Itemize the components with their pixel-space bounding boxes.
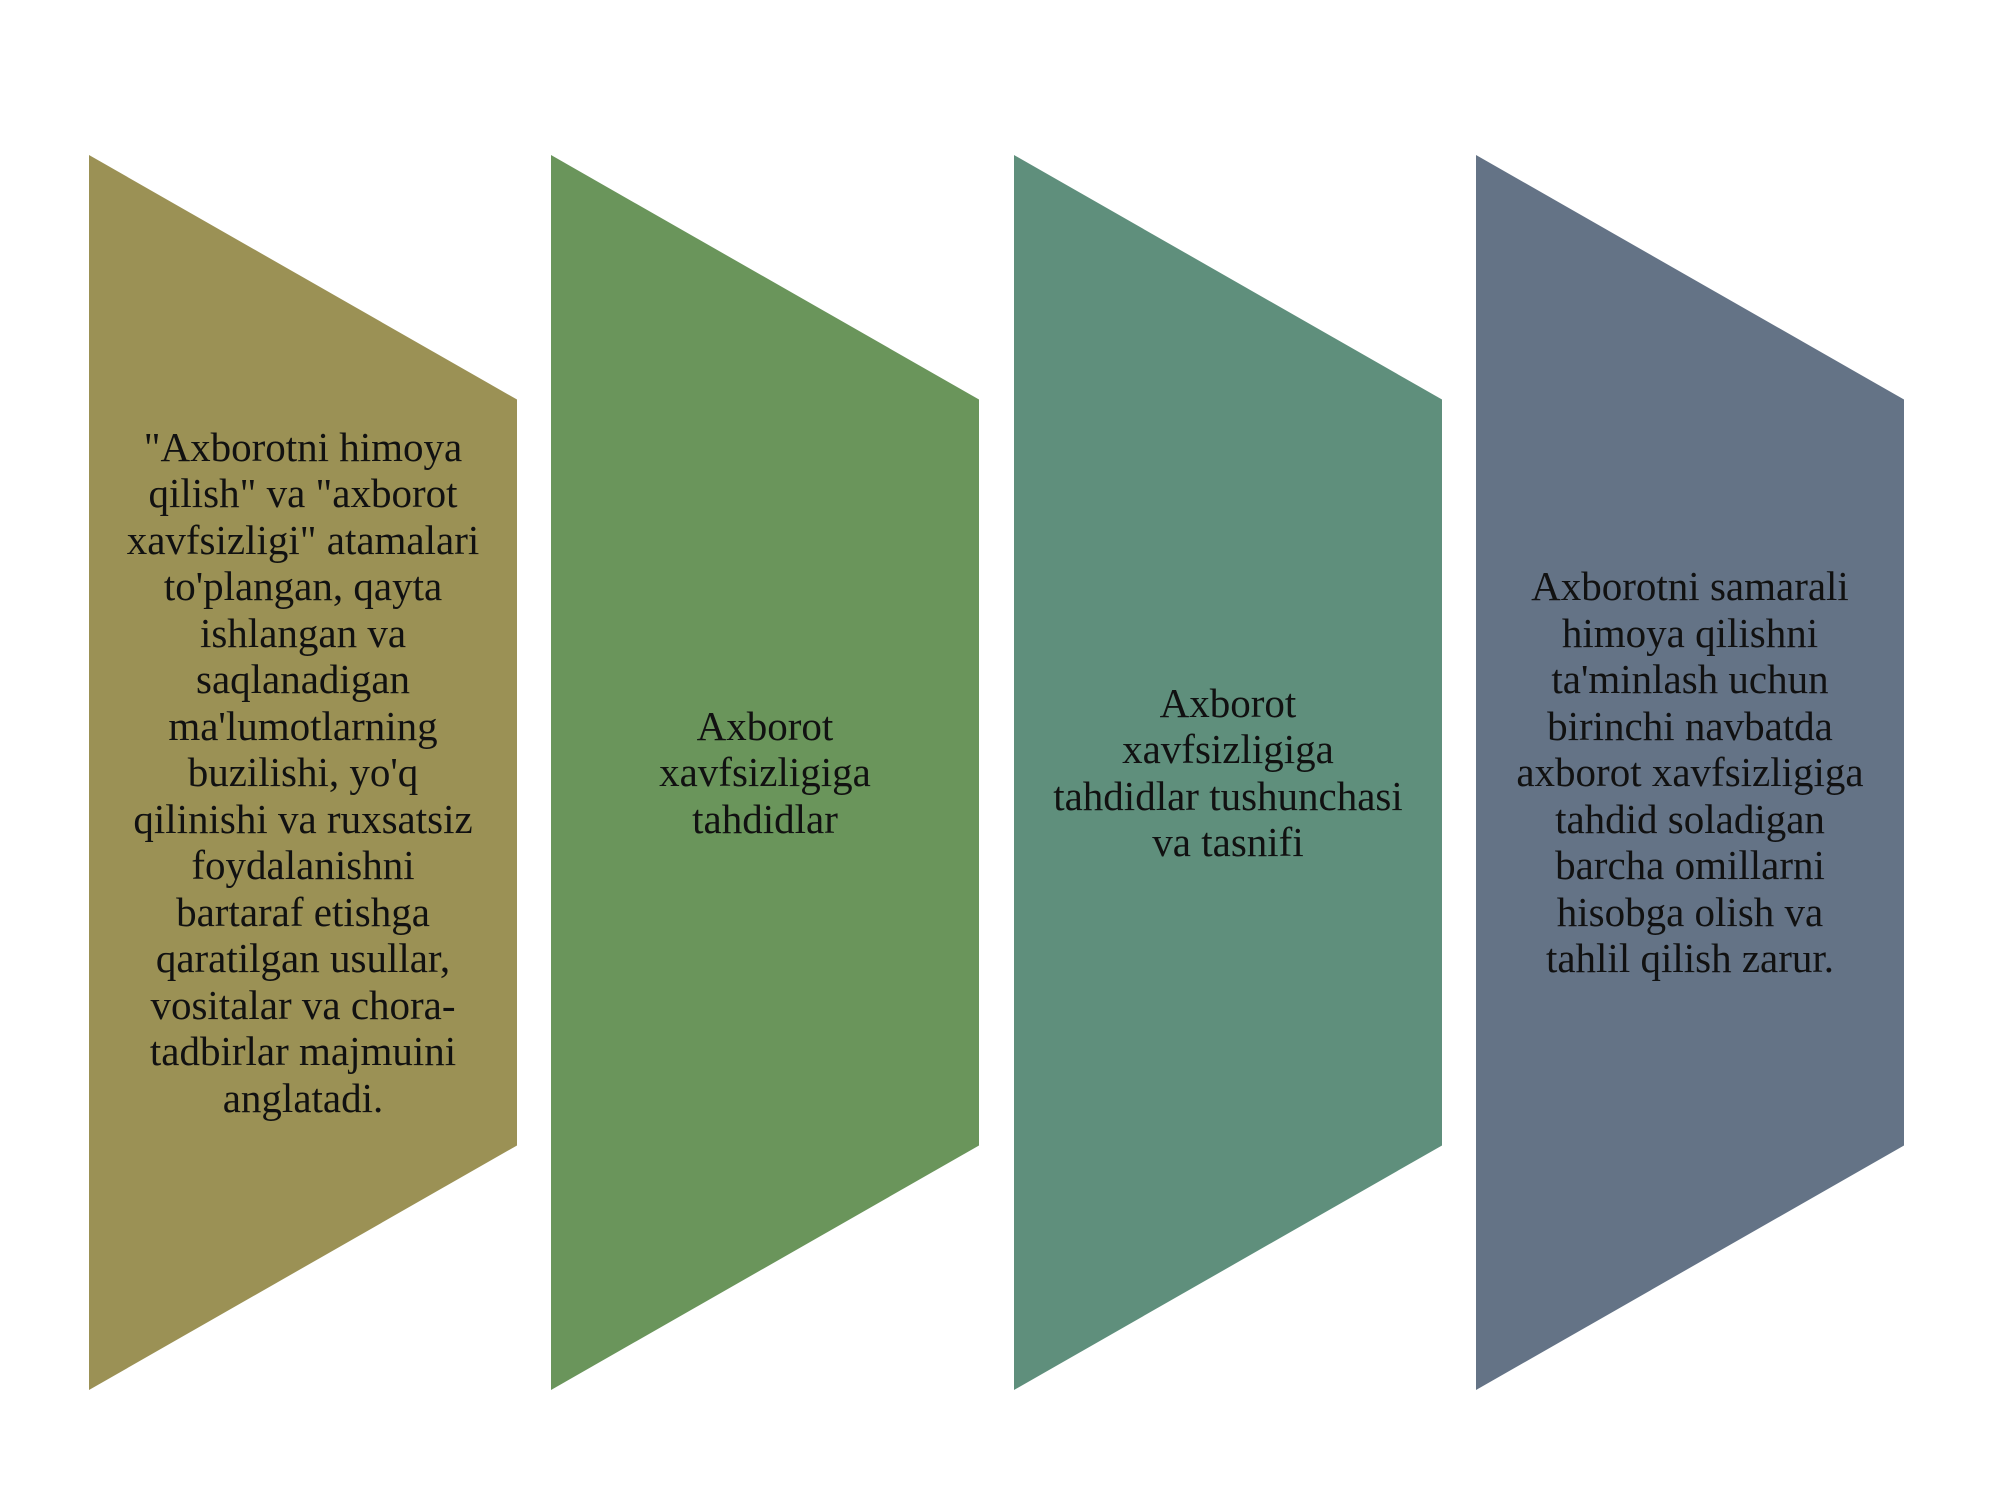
step-4-text: Axborotni samarali himoya qilishni ta'mi… — [1490, 563, 1890, 982]
step-1-text: "Axborotni himoya qilish" va "axborot xa… — [103, 424, 503, 1122]
step-3-chevron: Axborot xavfsizligiga tahdidlar tushunch… — [1014, 155, 1442, 1390]
step-3-text: Axborot xavfsizligiga tahdidlar tushunch… — [1028, 680, 1428, 866]
step-2-chevron: Axborot xavfsizligiga tahdidlar — [551, 155, 979, 1390]
step-4-chevron: Axborotni samarali himoya qilishni ta'mi… — [1476, 155, 1904, 1390]
step-2-text: Axborot xavfsizligiga tahdidlar — [605, 703, 925, 843]
step-1-chevron: "Axborotni himoya qilish" va "axborot xa… — [89, 155, 517, 1390]
